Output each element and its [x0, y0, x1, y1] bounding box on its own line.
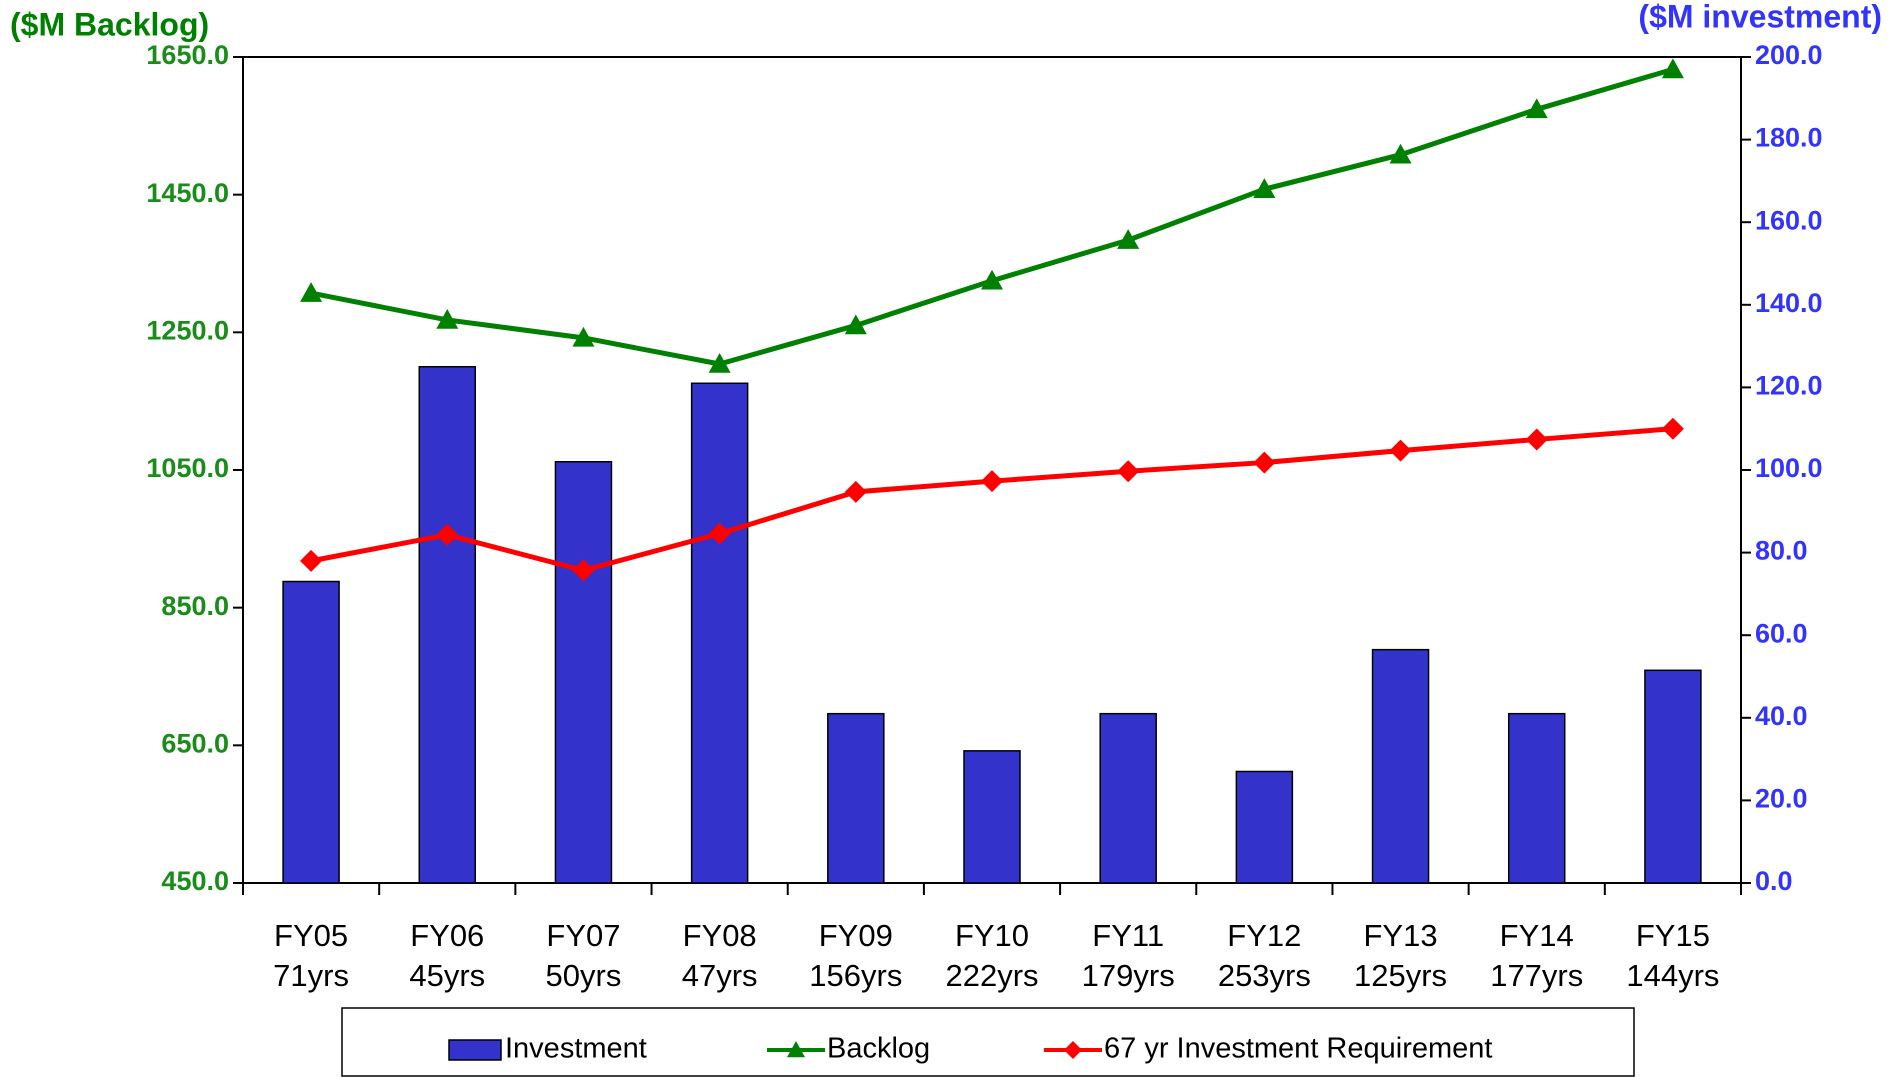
x-tick-label: FY05: [274, 918, 348, 953]
x-tick-label: 47yrs: [682, 958, 758, 993]
y2-tick-label: 100.0: [1755, 453, 1823, 483]
x-tick-label: 179yrs: [1082, 958, 1175, 993]
bar: [1099, 712, 1157, 884]
x-tick-label: 45yrs: [409, 958, 485, 993]
x-tick-label: 222yrs: [945, 958, 1038, 993]
marker: [1389, 143, 1412, 164]
x-tick-label: 156yrs: [809, 958, 902, 993]
x-tick-label: 177yrs: [1490, 958, 1583, 993]
x-tick-label: FY14: [1500, 918, 1574, 953]
bar: [963, 750, 1021, 884]
bar: [282, 580, 340, 884]
y2-tick-label: 160.0: [1755, 205, 1823, 235]
y-tick-label: 850.0: [161, 591, 229, 621]
x-tick-label: FY08: [683, 918, 757, 953]
marker: [981, 470, 1003, 493]
marker: [708, 352, 731, 373]
x-tick-label: FY09: [819, 918, 893, 953]
y-tick-label: 1250.0: [146, 315, 229, 345]
marker: [1661, 58, 1684, 79]
marker: [1389, 439, 1412, 462]
marker: [572, 326, 595, 347]
x-tick-label: FY15: [1636, 918, 1710, 953]
x-tick-label: FY13: [1363, 918, 1437, 953]
y2-tick-label: 140.0: [1755, 288, 1823, 318]
bar: [827, 712, 885, 884]
marker: [1525, 428, 1548, 451]
y2-tick-label: 0.0: [1755, 866, 1793, 896]
y2-tick-label: 20.0: [1755, 784, 1808, 814]
bar: [1644, 669, 1702, 884]
marker: [300, 282, 323, 302]
marker: [844, 314, 867, 335]
bar: [1507, 712, 1566, 884]
marker: [1253, 178, 1276, 198]
marker: [1525, 98, 1548, 119]
legend-marker: [1064, 1041, 1082, 1059]
legend-marker: [787, 1041, 805, 1058]
line: [310, 66, 1674, 367]
y2-tick-label: 40.0: [1755, 701, 1808, 731]
y2-tick-label: 180.0: [1755, 123, 1823, 153]
y-tick-label: 450.0: [161, 866, 229, 896]
legend-label: Backlog: [827, 1033, 930, 1065]
bar: [1235, 770, 1294, 884]
marker: [708, 522, 731, 545]
bar: [1371, 648, 1430, 884]
marker: [1117, 229, 1140, 249]
y2-axis-title: ($M investment): [1638, 0, 1882, 34]
y2-tick-label: 120.0: [1755, 371, 1823, 401]
y-tick-label: 1450.0: [146, 178, 229, 208]
y-tick-label: 650.0: [161, 728, 229, 758]
legend-swatch: [448, 1039, 502, 1061]
line: [310, 426, 1674, 573]
marker: [981, 269, 1003, 290]
x-tick-label: 50yrs: [546, 958, 622, 993]
legend-box: [341, 1007, 1635, 1077]
legend-label: Investment: [505, 1033, 647, 1065]
x-tick-label: 125yrs: [1354, 958, 1447, 993]
y-tick-label: 1650.0: [146, 40, 229, 70]
x-tick-label: FY11: [1092, 918, 1164, 953]
y2-tick-label: 80.0: [1755, 536, 1808, 566]
y-axis-title: ($M Backlog): [10, 6, 209, 42]
bar: [418, 366, 477, 884]
marker: [1253, 451, 1276, 474]
x-tick-label: 253yrs: [1218, 958, 1311, 993]
bar: [554, 460, 613, 884]
marker: [572, 559, 595, 582]
x-tick-label: FY07: [546, 918, 620, 953]
marker: [844, 480, 867, 503]
x-tick-label: FY06: [410, 918, 484, 953]
x-tick-label: FY12: [1227, 918, 1301, 953]
legend-label: 67 yr Investment Requirement: [1104, 1033, 1492, 1065]
x-tick-label: FY10: [955, 918, 1029, 953]
y2-tick-label: 60.0: [1755, 618, 1808, 648]
bar: [690, 382, 749, 884]
y2-tick-label: 200.0: [1755, 40, 1823, 70]
x-tick-label: 71yrs: [273, 958, 349, 993]
marker: [1661, 417, 1684, 440]
marker: [436, 308, 459, 329]
x-tick-label: 144yrs: [1626, 958, 1719, 993]
marker: [436, 523, 459, 546]
y-tick-label: 1050.0: [146, 453, 229, 483]
marker: [1117, 460, 1140, 483]
marker: [300, 549, 323, 572]
